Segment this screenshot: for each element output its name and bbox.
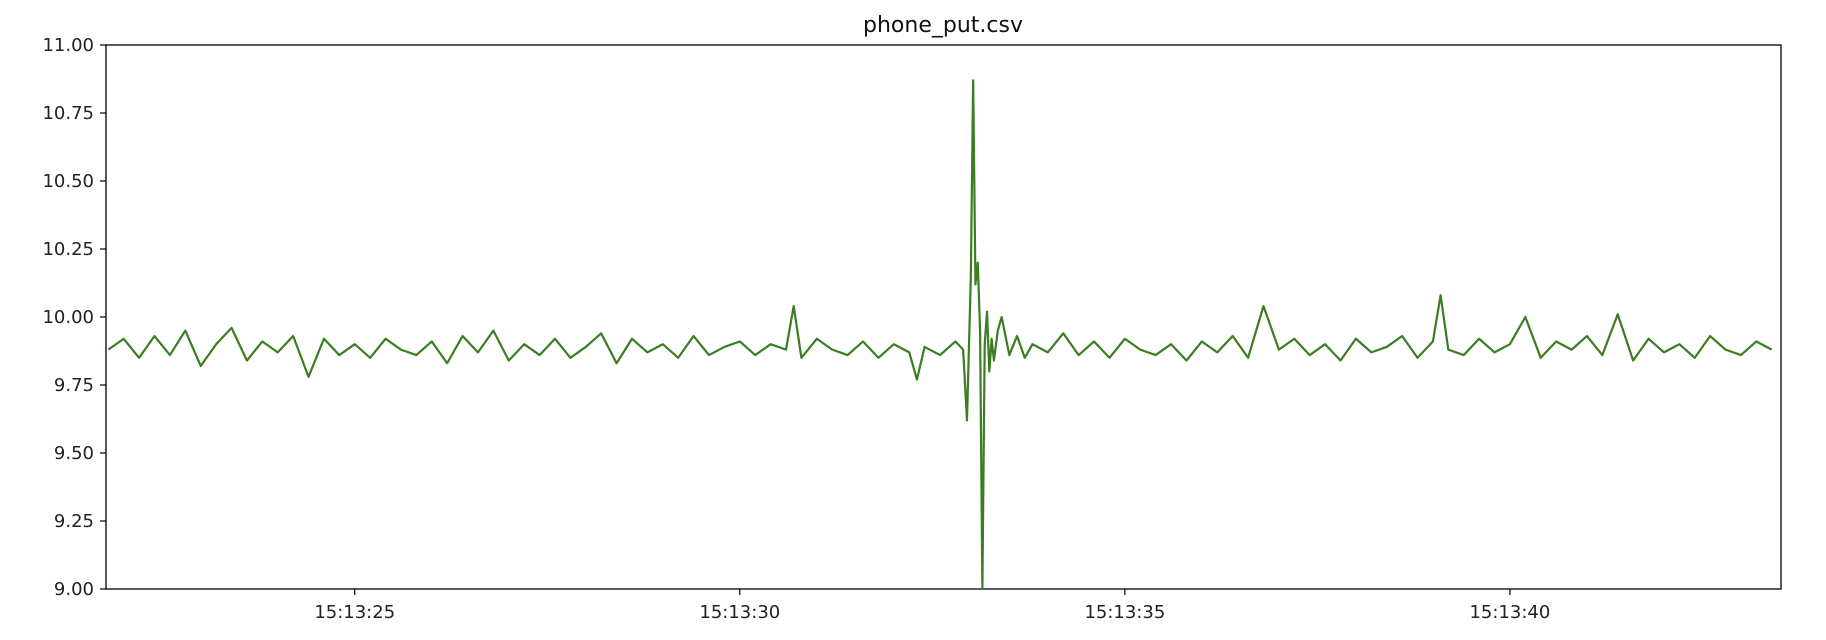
y-axis: 9.00 9.25 9.50 9.75 10.00 10.25 10.50 10.75 11.0…: [42, 35, 106, 600]
series-layer: [107, 79, 1773, 589]
x-tick-label: 15:13:35: [1084, 602, 1165, 623]
y-tick-label: 9.00: [54, 579, 94, 600]
x-tick-label: 15:13:40: [1469, 602, 1550, 623]
y-tick-label: 10.00: [42, 307, 94, 328]
x-axis: 15:13:25 15:13:30 15:13:35 15:13:40: [314, 589, 1550, 623]
y-tick-label: 9.25: [54, 511, 94, 532]
y-tick-label: 10.50: [42, 171, 94, 192]
x-tick-label: 15:13:25: [314, 602, 395, 623]
y-tick-label: 9.75: [54, 375, 94, 396]
series-line: [107, 79, 1773, 589]
y-tick-label: 10.25: [42, 239, 94, 260]
y-tick-label: 10.75: [42, 103, 94, 124]
y-tick-label: 11.00: [42, 35, 94, 56]
plot-area: [105, 44, 1782, 590]
chart-title: phone_put.csv: [863, 13, 1023, 38]
x-tick-label: 15:13:30: [699, 602, 780, 623]
y-tick-label: 9.50: [54, 443, 94, 464]
